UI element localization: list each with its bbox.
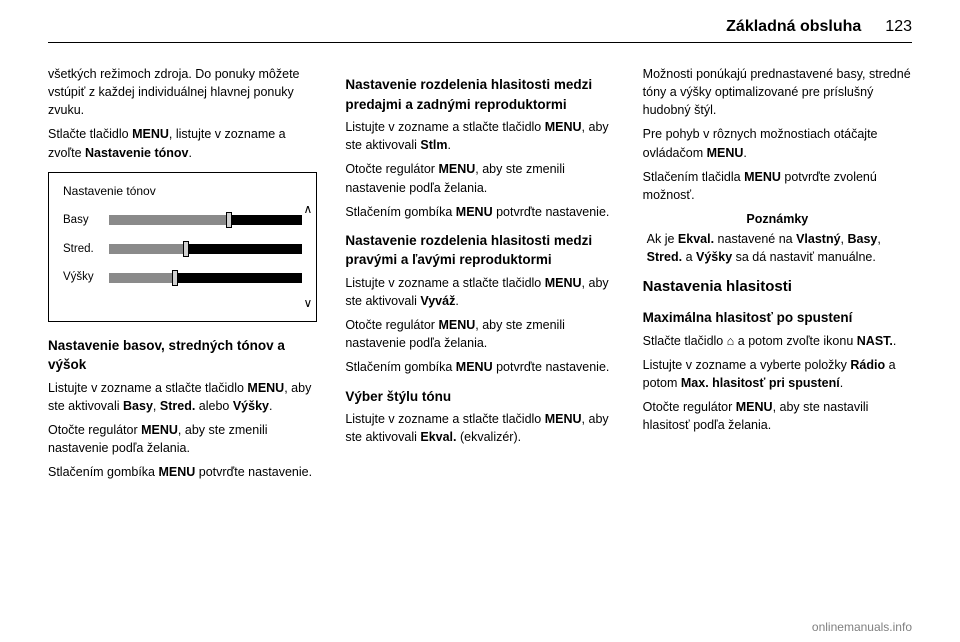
- slider-track-treble[interactable]: [109, 273, 302, 283]
- slider-label-treble: Výšky: [63, 269, 109, 286]
- slider-thumb-bass[interactable]: [226, 212, 232, 228]
- col1-p3: Listujte v zozname a stlačte tlačidlo ME…: [48, 379, 317, 415]
- slider-label-mid: Stred.: [63, 241, 109, 258]
- col1-h3: Nastavenie basov, stredných tónov a výšo…: [48, 336, 317, 375]
- col1-p1: všetkých režimoch zdroja. Do ponuky môže…: [48, 65, 317, 119]
- slider-fill-bass: [109, 215, 229, 225]
- header-title: Základná obsluha: [726, 18, 861, 36]
- column-1: všetkých režimoch zdroja. Do ponuky môže…: [48, 65, 317, 487]
- slider-thumb-mid[interactable]: [183, 241, 189, 257]
- slider-track-bass[interactable]: [109, 215, 302, 225]
- col1-p2: Stlačte tlačidlo MENU, listujte v zoznam…: [48, 125, 317, 161]
- col1-p5: Stlačením gombíka MENU potvrďte nastaven…: [48, 463, 317, 481]
- col3-h3: Maximálna hlasitosť po spustení: [643, 308, 912, 328]
- col2-p5: Otočte regulátor MENU, aby ste zmenili n…: [345, 316, 614, 352]
- col1-p4: Otočte regulátor MENU, aby ste zmenili n…: [48, 421, 317, 457]
- note-box: Poznámky Ak je Ekval. nastavené na Vlast…: [643, 210, 912, 266]
- slider-row-bass: Basy: [63, 212, 302, 229]
- col3-p5: Listujte v zozname a vyberte položky Rád…: [643, 356, 912, 392]
- col3-h2: Nastavenia hlasitosti: [643, 276, 912, 298]
- col3-p3: Stlačením tlačidla MENU potvrďte zvolenú…: [643, 168, 912, 204]
- slider-fill-mid: [109, 244, 186, 254]
- tone-settings-figure: Nastavenie tónov Basy Stred.: [48, 172, 317, 322]
- col2-p2: Otočte regulátor MENU, aby ste zmenili n…: [345, 160, 614, 196]
- footer-url: onlinemanuals.info: [812, 620, 912, 634]
- col2-p6: Stlačením gombíka MENU potvrďte nastaven…: [345, 358, 614, 376]
- column-3: Možnosti ponúkajú prednastavené basy, st…: [643, 65, 912, 487]
- col2-h3c: Výber štýlu tónu: [345, 387, 614, 407]
- col2-p4: Listujte v zozname a stlačte tlačidlo ME…: [345, 274, 614, 310]
- col3-p4: Stlačte tlačidlo ⌂ a potom zvoľte ikonu …: [643, 332, 912, 350]
- slider-thumb-treble[interactable]: [172, 270, 178, 286]
- column-2: Nastavenie rozdelenia hlasitosti medzi p…: [345, 65, 614, 487]
- slider-track-mid[interactable]: [109, 244, 302, 254]
- note-body: Ak je Ekval. nastavené na Vlastný, Basy,…: [643, 230, 912, 266]
- col3-p1: Možnosti ponúkajú prednastavené basy, st…: [643, 65, 912, 119]
- slider-fill-treble: [109, 273, 175, 283]
- col2-h3a: Nastavenie rozdelenia hlasitosti medzi p…: [345, 75, 614, 114]
- slider-row-mid: Stred.: [63, 241, 302, 258]
- content-columns: všetkých režimoch zdroja. Do ponuky môže…: [48, 65, 912, 487]
- scroll-up-icon[interactable]: ∧: [304, 201, 313, 218]
- page-header: Základná obsluha 123: [48, 18, 912, 43]
- slider-row-treble: Výšky: [63, 269, 302, 286]
- note-title: Poznámky: [643, 210, 912, 228]
- col3-p2: Pre pohyb v rôznych možnostiach otáčajte…: [643, 125, 912, 161]
- col2-p3: Stlačením gombíka MENU potvrďte nastaven…: [345, 203, 614, 221]
- slider-label-bass: Basy: [63, 212, 109, 229]
- header-page-number: 123: [885, 18, 912, 36]
- figure-title: Nastavenie tónov: [63, 183, 302, 200]
- col2-h3b: Nastavenie rozdelenia hlasitosti medzi p…: [345, 231, 614, 270]
- col3-p6: Otočte regulátor MENU, aby ste nastavili…: [643, 398, 912, 434]
- col2-p1: Listujte v zozname a stlačte tlačidlo ME…: [345, 118, 614, 154]
- page: Základná obsluha 123 všetkých režimoch z…: [0, 0, 960, 642]
- col2-p7: Listujte v zozname a stlačte tlačidlo ME…: [345, 410, 614, 446]
- scroll-down-icon[interactable]: ∨: [304, 295, 313, 312]
